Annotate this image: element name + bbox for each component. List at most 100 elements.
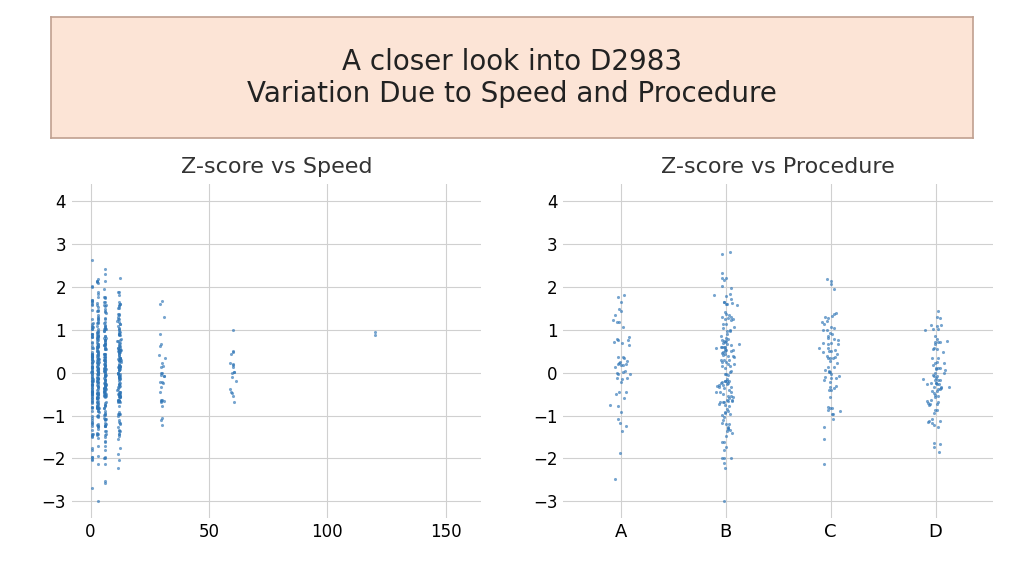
Point bbox=[89, 300, 105, 309]
Point bbox=[84, 384, 100, 393]
Point bbox=[89, 393, 105, 402]
Point bbox=[722, 289, 738, 298]
Point bbox=[716, 454, 732, 463]
Point bbox=[96, 386, 113, 395]
Point bbox=[90, 332, 106, 341]
Point bbox=[720, 378, 736, 388]
Point bbox=[97, 359, 114, 369]
Point bbox=[97, 354, 114, 363]
Point bbox=[96, 276, 113, 286]
Point bbox=[98, 334, 115, 343]
Point bbox=[90, 374, 106, 384]
Point bbox=[90, 359, 106, 369]
Point bbox=[96, 379, 113, 388]
Point bbox=[932, 383, 948, 392]
Point bbox=[89, 356, 105, 365]
Point bbox=[223, 373, 240, 382]
Point bbox=[614, 375, 631, 384]
Point bbox=[716, 437, 732, 446]
Point bbox=[111, 304, 127, 313]
Point bbox=[89, 420, 105, 429]
Point bbox=[96, 325, 113, 334]
Point bbox=[152, 387, 168, 396]
Point bbox=[97, 372, 114, 381]
Point bbox=[96, 400, 113, 410]
Point bbox=[722, 325, 738, 335]
Point bbox=[97, 324, 114, 334]
Point bbox=[608, 389, 625, 399]
Point bbox=[96, 372, 113, 381]
Point bbox=[90, 354, 106, 363]
Point bbox=[97, 335, 114, 344]
Point bbox=[89, 430, 105, 439]
Point bbox=[89, 392, 105, 401]
Point bbox=[89, 347, 105, 357]
Point bbox=[97, 380, 114, 389]
Point bbox=[720, 406, 736, 415]
Point bbox=[96, 477, 113, 486]
Point bbox=[84, 426, 100, 435]
Point bbox=[811, 344, 827, 353]
Point bbox=[90, 404, 106, 413]
Point bbox=[717, 346, 733, 355]
Point bbox=[715, 323, 731, 332]
Point bbox=[112, 348, 128, 357]
Point bbox=[97, 421, 114, 430]
Point bbox=[936, 369, 952, 378]
Point bbox=[84, 362, 100, 371]
Point bbox=[84, 430, 100, 439]
Point bbox=[96, 413, 113, 422]
Point bbox=[96, 401, 113, 410]
Point bbox=[927, 406, 943, 415]
Point bbox=[84, 387, 100, 396]
Point bbox=[96, 426, 113, 435]
Point bbox=[711, 399, 727, 408]
Point bbox=[822, 346, 839, 355]
Point bbox=[111, 301, 127, 310]
Point bbox=[84, 374, 100, 384]
Point bbox=[714, 419, 730, 428]
Point bbox=[720, 424, 736, 433]
Point bbox=[89, 362, 105, 371]
Point bbox=[923, 396, 939, 405]
Point bbox=[613, 306, 630, 315]
Point bbox=[84, 388, 100, 397]
Point bbox=[89, 343, 105, 352]
Point bbox=[90, 391, 106, 400]
Point bbox=[713, 356, 729, 365]
Point bbox=[96, 378, 113, 387]
Point bbox=[111, 363, 127, 372]
Point bbox=[715, 339, 731, 348]
Point bbox=[717, 308, 733, 317]
Point bbox=[112, 363, 128, 372]
Point bbox=[926, 389, 942, 398]
Point bbox=[97, 293, 114, 302]
Point bbox=[825, 383, 842, 392]
Point bbox=[84, 351, 100, 361]
Point bbox=[110, 343, 126, 352]
Point bbox=[714, 362, 730, 371]
Point bbox=[84, 380, 100, 389]
Point bbox=[89, 363, 105, 372]
Point bbox=[89, 377, 105, 386]
Point bbox=[156, 396, 172, 406]
Point bbox=[111, 426, 127, 435]
Point bbox=[97, 270, 114, 279]
Point bbox=[924, 414, 940, 423]
Point bbox=[941, 382, 957, 392]
Point bbox=[719, 380, 735, 389]
Point bbox=[825, 324, 842, 333]
Point bbox=[929, 321, 945, 330]
Point bbox=[224, 360, 241, 369]
Point bbox=[112, 343, 128, 353]
Point bbox=[715, 410, 731, 419]
Point bbox=[715, 380, 731, 389]
Point bbox=[84, 363, 100, 373]
Point bbox=[708, 344, 724, 353]
Point bbox=[89, 334, 105, 343]
Point bbox=[89, 385, 105, 395]
Point bbox=[224, 359, 241, 369]
Point bbox=[112, 429, 128, 438]
Point bbox=[153, 342, 169, 351]
Point bbox=[718, 336, 734, 346]
